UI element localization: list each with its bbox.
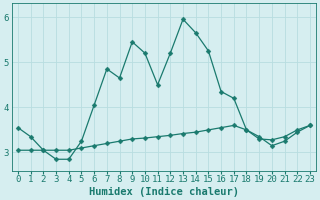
X-axis label: Humidex (Indice chaleur): Humidex (Indice chaleur): [89, 186, 239, 197]
